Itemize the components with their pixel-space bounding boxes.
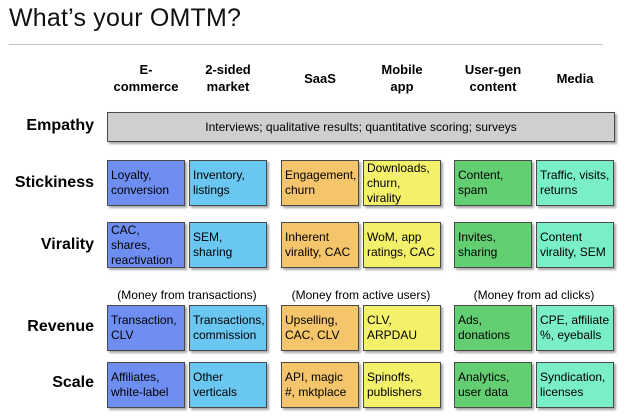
cell-stickiness-media: Traffic, visits, returns	[536, 160, 614, 206]
column-header-mobile-app: Mobile app	[381, 62, 423, 94]
cell-virality-media: Content virality, SEM	[536, 222, 614, 268]
cell-scale-user-gen-content: Analytics, user data	[454, 362, 532, 408]
cell-scale-two-sided-market: Other verticals	[189, 362, 267, 408]
row-label-revenue: Revenue	[27, 318, 94, 335]
page-title: What’s your OMTM?	[9, 4, 242, 32]
row-label-empathy: Empathy	[26, 117, 94, 134]
note-money-from-active-users: (Money from active users)	[291, 288, 431, 302]
cell-revenue-two-sided-market: Transactions, commission	[189, 305, 267, 351]
cell-scale-media: Syndication, licenses	[536, 362, 614, 408]
cell-virality-two-sided-market: SEM, sharing	[189, 222, 267, 268]
column-header-two-sided-market: 2-sided market	[205, 62, 251, 94]
cell-revenue-mobile-app: CLV, ARPDAU	[363, 305, 441, 351]
column-header-ecommerce: E- commerce	[113, 62, 179, 94]
cell-revenue-saas: Upselling, CAC, CLV	[281, 305, 359, 351]
cell-revenue-user-gen-content: Ads, donations	[454, 305, 532, 351]
cell-scale-mobile-app: Spinoffs, publishers	[363, 362, 441, 408]
column-header-media: Media	[556, 70, 594, 86]
cell-stickiness-two-sided-market: Inventory, listings	[189, 160, 267, 206]
cell-virality-saas: Inherent virality, CAC	[281, 222, 359, 268]
empathy-text: Interviews; qualitative results; quantit…	[205, 120, 517, 134]
empathy-bar: Interviews; qualitative results; quantit…	[107, 112, 615, 142]
row-label-scale: Scale	[52, 374, 94, 391]
cell-stickiness-saas: Engagement, churn	[281, 160, 359, 206]
cell-scale-saas: API, magic #, mktplace	[281, 362, 359, 408]
column-header-user-gen-content: User-gen content	[464, 62, 522, 94]
cell-scale-ecommerce: Affiliates, white-label	[107, 362, 185, 408]
note-money-from-transactions: (Money from transactions)	[117, 288, 257, 302]
cell-revenue-media: CPE, affiliate %, eyeballs	[536, 305, 614, 351]
cell-virality-ecommerce: CAC, shares, reactivation	[107, 222, 185, 268]
row-label-virality: Virality	[40, 236, 94, 253]
note-money-from-ad-clicks: (Money from ad clicks)	[473, 288, 595, 302]
cell-stickiness-mobile-app: Downloads, churn, virality	[363, 160, 441, 206]
cell-stickiness-ecommerce: Loyalty, conversion	[107, 160, 185, 206]
title-divider	[9, 44, 603, 45]
cell-stickiness-user-gen-content: Content, spam	[454, 160, 532, 206]
cell-revenue-ecommerce: Transaction, CLV	[107, 305, 185, 351]
cell-virality-user-gen-content: Invites, sharing	[454, 222, 532, 268]
column-header-saas: SaaS	[304, 70, 336, 86]
row-label-stickiness: Stickiness	[14, 174, 94, 191]
cell-virality-mobile-app: WoM, app ratings, CAC	[363, 222, 441, 268]
